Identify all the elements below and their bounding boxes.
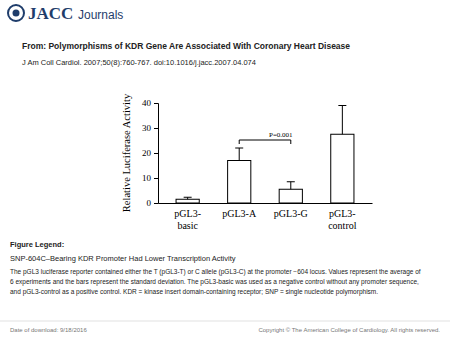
error-bar-stem xyxy=(342,106,343,135)
y-tick: 20 xyxy=(142,148,158,158)
error-bar xyxy=(287,182,295,190)
x-tick-label: pGL3-control xyxy=(328,208,357,231)
x-tick-label: pGL3-G xyxy=(274,208,308,219)
y-tick: 0 xyxy=(147,198,159,208)
error-bar-stem xyxy=(290,182,291,190)
brand-sub: Journals xyxy=(78,8,123,22)
y-tick-mark xyxy=(154,153,158,154)
bar xyxy=(228,161,251,204)
y-tick-mark xyxy=(154,178,158,179)
y-tick-label: 40 xyxy=(142,98,152,108)
logo-icon-inner xyxy=(13,10,20,17)
error-bar xyxy=(235,148,243,161)
brand: JACC xyxy=(28,4,73,23)
footer-rule xyxy=(0,321,450,322)
source-title: From: Polymorphisms of KDR Gene Are Asso… xyxy=(22,41,350,51)
footer-copyright: Copyright © The American College of Card… xyxy=(258,327,440,333)
bars xyxy=(176,106,354,204)
y-axis-line xyxy=(154,104,159,204)
bar xyxy=(176,199,199,203)
slide: JACC Journals From: Polymorphisms of KDR G… xyxy=(0,0,450,338)
bar xyxy=(279,189,302,203)
y-tick-mark xyxy=(154,128,158,129)
error-bar-stem xyxy=(239,148,240,161)
error-bar xyxy=(184,197,192,199)
legend-text: 6 experiments and the bars represent the… xyxy=(10,278,419,286)
x-tick-label: pGL3-A xyxy=(222,208,257,219)
error-bar-cap xyxy=(184,197,192,198)
error-bar-cap xyxy=(235,148,243,149)
significance-bracket xyxy=(239,140,291,144)
logo-icon xyxy=(8,5,24,21)
citation: J Am Coll Cardiol. 2007;50(8):760-767. d… xyxy=(22,58,256,67)
legend-text: and pGL3-control as a positive control. … xyxy=(10,288,378,296)
y-tick-label: 20 xyxy=(142,148,152,158)
bar xyxy=(331,134,354,203)
legend-heading: Figure Legend: xyxy=(10,240,64,249)
y-axis-title: Relative Luciferase Activity xyxy=(121,93,132,212)
y-tick: 40 xyxy=(142,98,158,108)
x-axis xyxy=(159,203,373,204)
legend-text: The pGL3 luciferase reporter contained e… xyxy=(10,268,421,276)
y-tick-label: 30 xyxy=(142,123,152,133)
chart: 0 10 20 30 40 pGL3-basic pGL3-A pGL3-G pGL3-cont… xyxy=(121,93,373,231)
y-tick: 30 xyxy=(142,123,158,133)
y-axis: 0 10 20 30 40 xyxy=(142,98,159,208)
x-tick-label: pGL3-basic xyxy=(174,208,201,231)
y-tick-label: 10 xyxy=(142,173,152,183)
footer-date: Date of download: 9/18/2016 xyxy=(10,327,87,333)
legend-title: SNP-604C–Bearing KDR Promoter Had Lower … xyxy=(10,254,236,263)
error-bar-cap xyxy=(287,181,295,182)
error-bar-cap xyxy=(338,105,346,106)
y-tick-mark xyxy=(154,103,158,104)
x-axis-line xyxy=(159,203,373,204)
y-tick-label: 0 xyxy=(147,198,152,208)
error-bar xyxy=(338,106,346,135)
annotation: P=0.001 xyxy=(269,131,293,139)
y-tick-mark xyxy=(154,203,158,204)
y-tick: 10 xyxy=(142,173,158,183)
